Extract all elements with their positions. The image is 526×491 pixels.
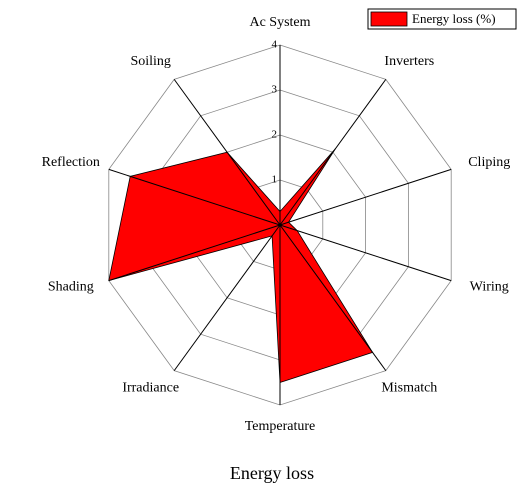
category-label: Mismatch xyxy=(381,381,437,396)
category-label: Shading xyxy=(48,280,94,295)
category-label: Wiring xyxy=(470,280,509,295)
tick-label: 3 xyxy=(272,84,278,96)
tick-label: 1 xyxy=(272,174,278,186)
axis-spoke xyxy=(108,168,281,226)
category-label: Soiling xyxy=(130,54,170,69)
axis-spoke xyxy=(279,79,387,226)
legend-label: Energy loss (%) xyxy=(412,11,496,26)
category-label: Inverters xyxy=(384,54,434,69)
axis-spoke xyxy=(279,224,387,371)
category-label: Ac System xyxy=(249,15,310,30)
category-label: Cliping xyxy=(468,155,510,170)
category-label: Irradiance xyxy=(122,381,179,396)
axis-spoke xyxy=(279,168,452,226)
axis-spoke xyxy=(279,224,452,282)
legend-swatch xyxy=(370,11,408,27)
chart-title: Energy loss xyxy=(230,463,314,483)
axis-spoke xyxy=(108,224,281,282)
tick-label: 4 xyxy=(272,39,278,51)
tick-label: 2 xyxy=(272,129,278,141)
axis-spoke xyxy=(173,79,281,226)
category-label: Reflection xyxy=(42,155,100,170)
axis-spoke xyxy=(173,224,281,371)
category-label: Temperature xyxy=(245,419,316,434)
